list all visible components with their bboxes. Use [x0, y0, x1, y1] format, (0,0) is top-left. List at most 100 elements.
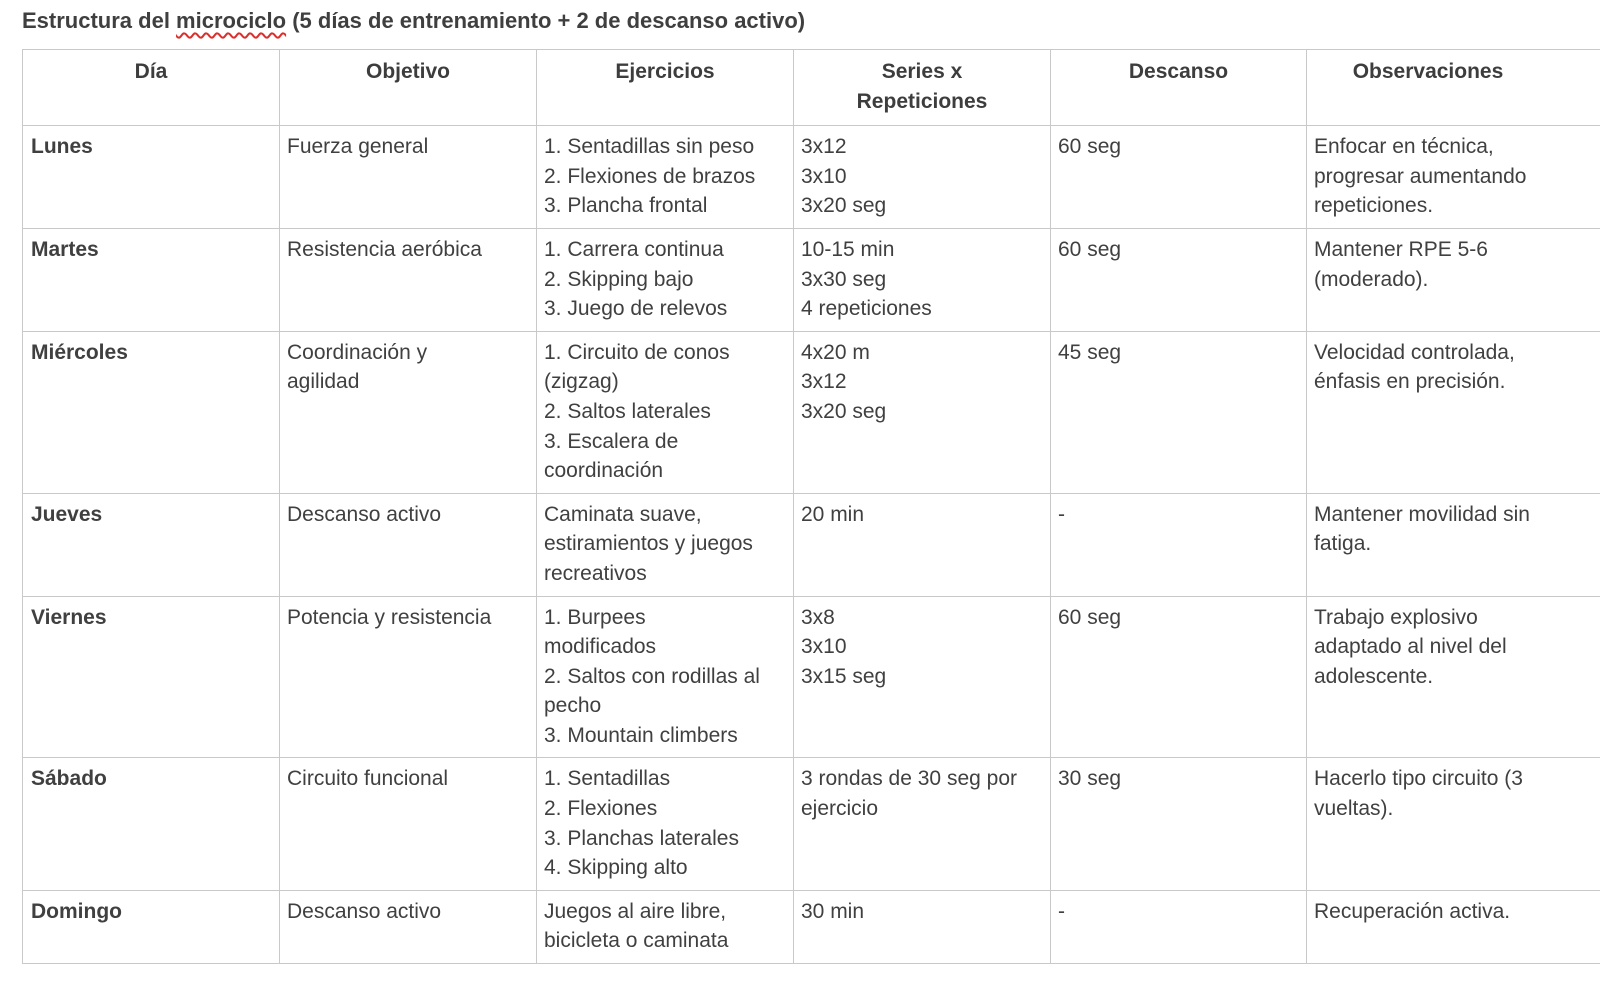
cell-sets: 10-15 min 3x30 seg 4 repeticiones: [793, 227, 1051, 332]
cell-objective: Circuito funcional: [279, 757, 537, 891]
cell-exercises: Juegos al aire libre, bicicleta o camina…: [536, 889, 794, 965]
sets-item: 3x12: [801, 135, 847, 159]
cell-rest: 60 seg: [1050, 595, 1307, 759]
notes-text: Recuperación activa.: [1314, 899, 1511, 923]
sets-item: 3x15 seg: [801, 664, 887, 688]
column-header-objective: Objetivo: [279, 48, 537, 127]
sets-item: 3 rondas de 30 seg por ejercicio: [801, 767, 1017, 821]
cell-sets: 3x12 3x10 3x20 seg: [793, 125, 1051, 229]
cell-day: Viernes: [22, 595, 280, 759]
exercise-item: 1. Circuito de conos (zigzag): [544, 340, 730, 394]
notes-text: Hacerlo tipo circuito (3 vueltas).: [1314, 767, 1523, 821]
column-header-notes: Observaciones: [1306, 48, 1600, 127]
cell-sets: 3x8 3x10 3x15 seg: [793, 595, 1051, 759]
sets-item: 4x20 m: [801, 340, 870, 364]
exercise-item: Caminata suave, estiramientos y juegos r…: [544, 502, 753, 585]
sets-item: 3x20 seg: [801, 399, 887, 423]
table-row: Viernes Potencia y resistencia 1. Burpee…: [22, 595, 1600, 759]
exercise-item: 3. Planchas laterales: [544, 826, 739, 850]
exercise-item: 1. Carrera continua: [544, 237, 724, 261]
exercise-item: 2. Skipping bajo: [544, 267, 694, 291]
table-row: Domingo Descanso activo Juegos al aire l…: [22, 889, 1600, 965]
cell-exercises: 1. Sentadillas sin peso 2. Flexiones de …: [536, 125, 794, 229]
objective-text: Coordinación y agilidad: [287, 340, 428, 394]
sets-item: 10-15 min: [801, 237, 895, 261]
exercise-item: 3. Plancha frontal: [544, 194, 708, 218]
cell-objective: Coordinación y agilidad: [279, 330, 537, 494]
cell-day: Lunes: [22, 125, 280, 229]
exercise-item: 2. Saltos laterales: [544, 399, 711, 423]
notes-text: Enfocar en técnica, progresar aumentando…: [1314, 135, 1527, 218]
cell-exercises: 1. Sentadillas 2. Flexiones 3. Planchas …: [536, 757, 794, 891]
cell-sets: 3 rondas de 30 seg por ejercicio: [793, 757, 1051, 891]
cell-rest: 30 seg: [1050, 757, 1307, 891]
cell-exercises: 1. Burpees modificados 2. Saltos con rod…: [536, 595, 794, 759]
cell-rest: 60 seg: [1050, 125, 1307, 229]
column-header-sets-reps-label: Series x Repeticiones: [856, 60, 988, 113]
column-header-exercises: Ejercicios: [536, 48, 794, 127]
table-row: Lunes Fuerza general 1. Sentadillas sin …: [22, 125, 1600, 229]
cell-day: Miércoles: [22, 330, 280, 494]
notes-text: Mantener RPE 5-6 (moderado).: [1314, 237, 1488, 291]
title-suffix: (5 días de entrenamiento + 2 de descanso…: [286, 8, 806, 33]
sets-item: 3x10: [801, 635, 847, 659]
exercise-item: 1. Sentadillas sin peso: [544, 135, 755, 159]
table-row: Miércoles Coordinación y agilidad 1. Cir…: [22, 330, 1600, 494]
cell-notes: Trabajo explosivo adaptado al nivel del …: [1306, 595, 1600, 759]
sets-item: 3x30 seg: [801, 267, 887, 291]
table-row: Martes Resistencia aeróbica 1. Carrera c…: [22, 227, 1600, 332]
sets-item: 30 min: [801, 899, 865, 923]
column-header-sets-reps: Series x Repeticiones: [793, 48, 1051, 127]
cell-objective: Resistencia aeróbica: [279, 227, 537, 332]
cell-day: Jueves: [22, 492, 280, 597]
cell-exercises: 1. Circuito de conos (zigzag) 2. Saltos …: [536, 330, 794, 494]
cell-objective: Fuerza general: [279, 125, 537, 229]
exercise-item: 2. Flexiones de brazos: [544, 164, 756, 188]
document-title: Estructura del microciclo (5 días de ent…: [22, 8, 805, 34]
cell-sets: 20 min: [793, 492, 1051, 597]
cell-sets: 30 min: [793, 889, 1051, 965]
table-row: Sábado Circuito funcional 1. Sentadillas…: [22, 757, 1600, 891]
sets-item: 3x12: [801, 370, 847, 394]
sets-item: 3x10: [801, 164, 847, 188]
cell-sets: 4x20 m 3x12 3x20 seg: [793, 330, 1051, 494]
exercise-item: 3. Escalera de coordinación: [544, 429, 679, 483]
sets-item: 20 min: [801, 502, 865, 526]
exercise-item: 2. Flexiones: [544, 797, 658, 821]
cell-day: Martes: [22, 227, 280, 332]
notes-text: Velocidad controlada, énfasis en precisi…: [1314, 340, 1515, 394]
cell-exercises: 1. Carrera continua 2. Skipping bajo 3. …: [536, 227, 794, 332]
notes-text: Trabajo explosivo adaptado al nivel del …: [1314, 605, 1507, 688]
title-prefix: Estructura del: [22, 8, 177, 33]
cell-notes: Hacerlo tipo circuito (3 vueltas).: [1306, 757, 1600, 891]
cell-day: Sábado: [22, 757, 280, 891]
cell-rest: 60 seg: [1050, 227, 1307, 332]
cell-objective: Descanso activo: [279, 492, 537, 597]
spellcheck-flagged-word[interactable]: microciclo: [176, 8, 287, 33]
cell-objective: Descanso activo: [279, 889, 537, 965]
table-row: Jueves Descanso activo Caminata suave, e…: [22, 492, 1600, 597]
cell-exercises: Caminata suave, estiramientos y juegos r…: [536, 492, 794, 597]
exercise-item: 2. Saltos con rodillas al pecho: [544, 664, 760, 718]
cell-notes: Mantener RPE 5-6 (moderado).: [1306, 227, 1600, 332]
cell-rest: 45 seg: [1050, 330, 1307, 494]
sets-item: 4 repeticiones: [801, 297, 932, 321]
table-header-row: Día Objetivo Ejercicios Series x Repetic…: [22, 48, 1600, 127]
exercise-item: Juegos al aire libre, bicicleta o camina…: [544, 899, 729, 953]
cell-rest: -: [1050, 492, 1307, 597]
column-header-rest: Descanso: [1050, 48, 1307, 127]
cell-notes: Recuperación activa.: [1306, 889, 1600, 965]
cell-objective: Potencia y resistencia: [279, 595, 537, 759]
sets-item: 3x8: [801, 605, 835, 629]
exercise-item: 4. Skipping alto: [544, 856, 688, 880]
exercise-item: 3. Mountain climbers: [544, 723, 738, 747]
column-header-day: Día: [22, 48, 280, 127]
cell-rest: -: [1050, 889, 1307, 965]
sets-item: 3x20 seg: [801, 194, 887, 218]
cell-day: Domingo: [22, 889, 280, 965]
microcycle-table: Día Objetivo Ejercicios Series x Repetic…: [22, 48, 1600, 965]
cell-notes: Mantener movilidad sin fatiga.: [1306, 492, 1600, 597]
cell-notes: Velocidad controlada, énfasis en precisi…: [1306, 330, 1600, 494]
exercise-item: 1. Burpees modificados: [544, 605, 657, 659]
cell-notes: Enfocar en técnica, progresar aumentando…: [1306, 125, 1600, 229]
